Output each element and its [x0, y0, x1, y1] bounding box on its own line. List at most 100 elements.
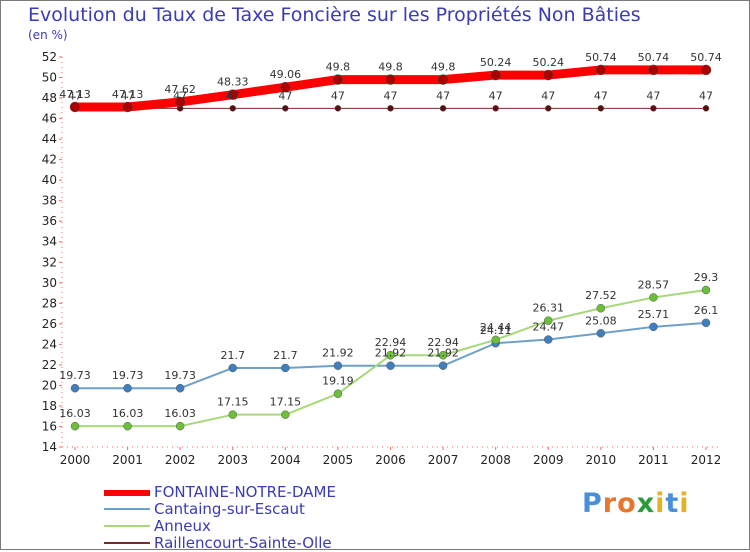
y-tick-label: 36: [42, 214, 57, 228]
y-tick-label: 24: [42, 337, 57, 351]
data-label: 47.13: [112, 88, 144, 101]
data-point: [544, 335, 553, 344]
data-point: [175, 383, 185, 393]
logo-letter: P: [582, 488, 603, 519]
y-tick-label: 48: [42, 91, 57, 105]
data-point: [491, 335, 500, 345]
data-point: [702, 105, 710, 112]
data-label: 24.11: [480, 324, 512, 337]
y-tick-label: 16: [42, 419, 57, 433]
x-tick-label: 2011: [638, 453, 669, 467]
data-label: 47: [384, 89, 398, 102]
logo-letter: i: [655, 488, 666, 519]
x-tick-label: 2004: [270, 453, 301, 467]
data-point: [387, 105, 394, 112]
data-label: 49.8: [326, 61, 351, 74]
data-label: 26.31: [533, 302, 565, 315]
y-tick-label: 38: [42, 194, 57, 208]
data-point: [543, 69, 554, 81]
data-point: [333, 389, 343, 398]
x-tick-label: 2010: [586, 453, 617, 467]
data-point: [597, 105, 605, 112]
legend-label: Cantaing-sur-Escaut: [154, 500, 305, 518]
data-label: 21.92: [322, 347, 354, 360]
data-point: [596, 303, 606, 313]
y-tick-label: 20: [42, 378, 57, 392]
data-point: [229, 105, 236, 112]
data-label: 16.03: [59, 407, 91, 420]
y-tick-label: 52: [42, 50, 57, 64]
data-label: 19.73: [59, 369, 91, 382]
data-label: 47: [646, 89, 660, 102]
logo-letter: x: [636, 488, 656, 519]
data-label: 29.3: [694, 271, 719, 284]
data-label: 47: [594, 89, 608, 102]
x-tick-label: 2007: [428, 453, 459, 467]
legend-swatch: [104, 542, 150, 544]
data-point: [70, 421, 80, 431]
y-tick-label: 40: [42, 173, 57, 187]
data-point: [123, 383, 132, 393]
x-tick-label: 2009: [533, 453, 564, 467]
legend-label: FONTAINE-NOTRE-DAME: [154, 483, 336, 501]
proxiti-logo: Proxiti: [582, 488, 690, 519]
data-point: [700, 64, 712, 76]
data-point: [385, 74, 396, 85]
data-label: 25.08: [585, 314, 617, 327]
y-tick-label: 22: [42, 358, 57, 372]
data-label: 17.15: [270, 396, 302, 409]
data-label: 47: [489, 89, 503, 102]
data-label: 19.19: [322, 375, 354, 388]
data-label: 27.52: [585, 289, 617, 302]
data-label: 21.92: [375, 347, 407, 360]
data-label: 21.92: [427, 347, 459, 360]
logo-letter: r: [602, 488, 618, 519]
data-label: 24.47: [533, 321, 565, 334]
x-tick-label: 2012: [691, 453, 722, 467]
y-tick-label: 34: [42, 235, 57, 249]
legend-swatch: [104, 525, 150, 527]
y-tick-label: 28: [42, 296, 57, 310]
data-label: 24.44: [480, 321, 512, 334]
data-point: [122, 101, 133, 113]
data-label: 50.24: [480, 56, 512, 69]
data-point: [701, 285, 711, 295]
data-point: [596, 329, 606, 338]
data-point: [228, 410, 237, 419]
data-label: 16.03: [112, 407, 144, 420]
data-point: [333, 361, 343, 370]
data-label: 17.15: [217, 396, 249, 409]
data-label: 47: [173, 89, 187, 102]
data-label: 50.74: [585, 51, 617, 64]
data-point: [544, 316, 553, 325]
data-label: 47.62: [164, 83, 196, 96]
data-label: 47: [699, 89, 713, 102]
data-point: [386, 361, 395, 370]
legend-label: Anneux: [154, 517, 211, 535]
data-point: [281, 363, 290, 373]
data-label: 48.33: [217, 76, 249, 89]
data-label: 25.71: [638, 308, 670, 321]
data-point: [649, 322, 658, 332]
data-label: 28.57: [638, 278, 670, 291]
y-tick-label: 50: [42, 71, 57, 85]
y-tick-label: 32: [42, 255, 57, 269]
y-tick-label: 46: [42, 112, 57, 126]
data-label: 47.13: [59, 88, 91, 101]
y-tick-label: 42: [42, 153, 57, 167]
data-point: [438, 361, 448, 370]
data-label: 47: [121, 89, 135, 102]
data-point: [649, 293, 658, 302]
data-point: [439, 105, 447, 112]
data-label: 50.24: [533, 56, 565, 69]
data-point: [281, 410, 290, 419]
x-tick-label: 2000: [60, 453, 91, 467]
data-label: 47: [226, 89, 240, 102]
data-label: 47: [68, 89, 82, 102]
data-label: 47: [541, 89, 555, 102]
data-point: [490, 69, 501, 81]
x-tick-label: 2001: [112, 453, 143, 467]
data-point: [701, 318, 711, 328]
x-tick-label: 2008: [480, 453, 511, 467]
x-tick-label: 2002: [165, 453, 196, 467]
